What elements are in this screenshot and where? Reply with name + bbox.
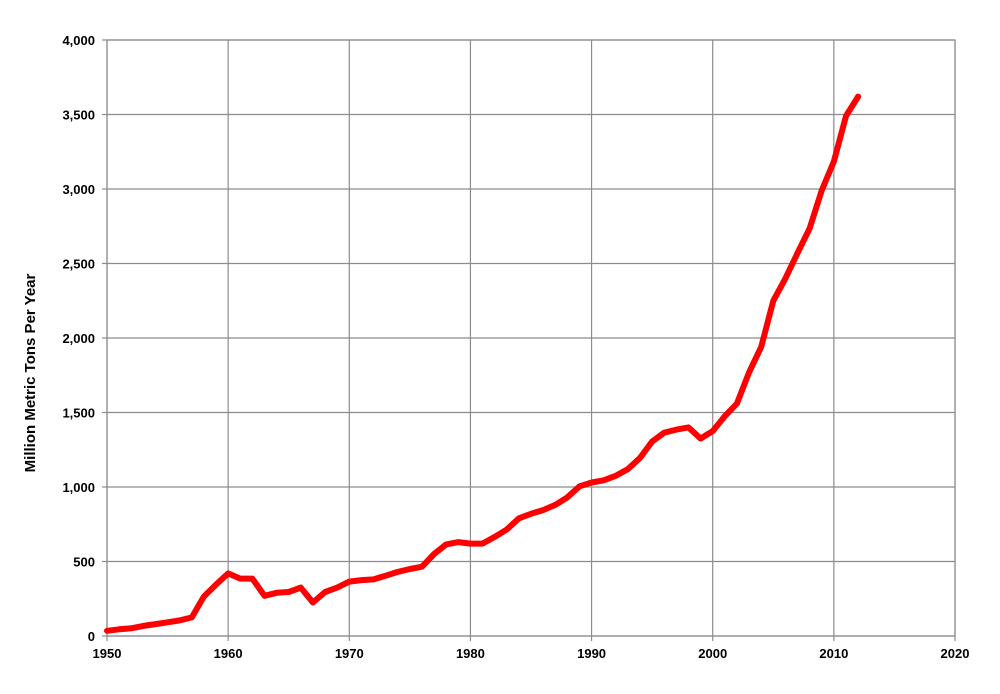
- y-tick-label: 500: [73, 555, 95, 570]
- y-axis-ticks: 0 500 1,000 1,500 2,000 2,500 3,000 3,500 4,000: [62, 33, 107, 644]
- y-tick-label: 2,500: [62, 257, 95, 272]
- x-tick-label: 2000: [698, 646, 727, 661]
- x-tick-label: 1960: [214, 646, 243, 661]
- x-tick-label: 1970: [335, 646, 364, 661]
- y-tick-label: 3,500: [62, 108, 95, 123]
- x-tick-label: 2010: [819, 646, 848, 661]
- series-line: [104, 93, 862, 634]
- gridlines: [106, 39, 956, 637]
- x-tick-label: 1980: [456, 646, 485, 661]
- y-tick-label: 1,000: [62, 480, 95, 495]
- x-tick-label: 1990: [577, 646, 606, 661]
- x-tick-label: 2020: [941, 646, 970, 661]
- x-axis-ticks: 1950 1960 1970 1980 1990 2000 2010 2020: [93, 636, 970, 661]
- y-tick-label: 0: [88, 629, 95, 644]
- y-tick-label: 4,000: [62, 33, 95, 48]
- y-tick-label: 2,000: [62, 331, 95, 346]
- y-axis-title: Million Metric Tons Per Year: [22, 274, 39, 473]
- y-tick-label: 1,500: [62, 406, 95, 421]
- y-tick-label: 3,000: [62, 182, 95, 197]
- x-tick-label: 1950: [93, 646, 122, 661]
- series-layer: [104, 93, 862, 634]
